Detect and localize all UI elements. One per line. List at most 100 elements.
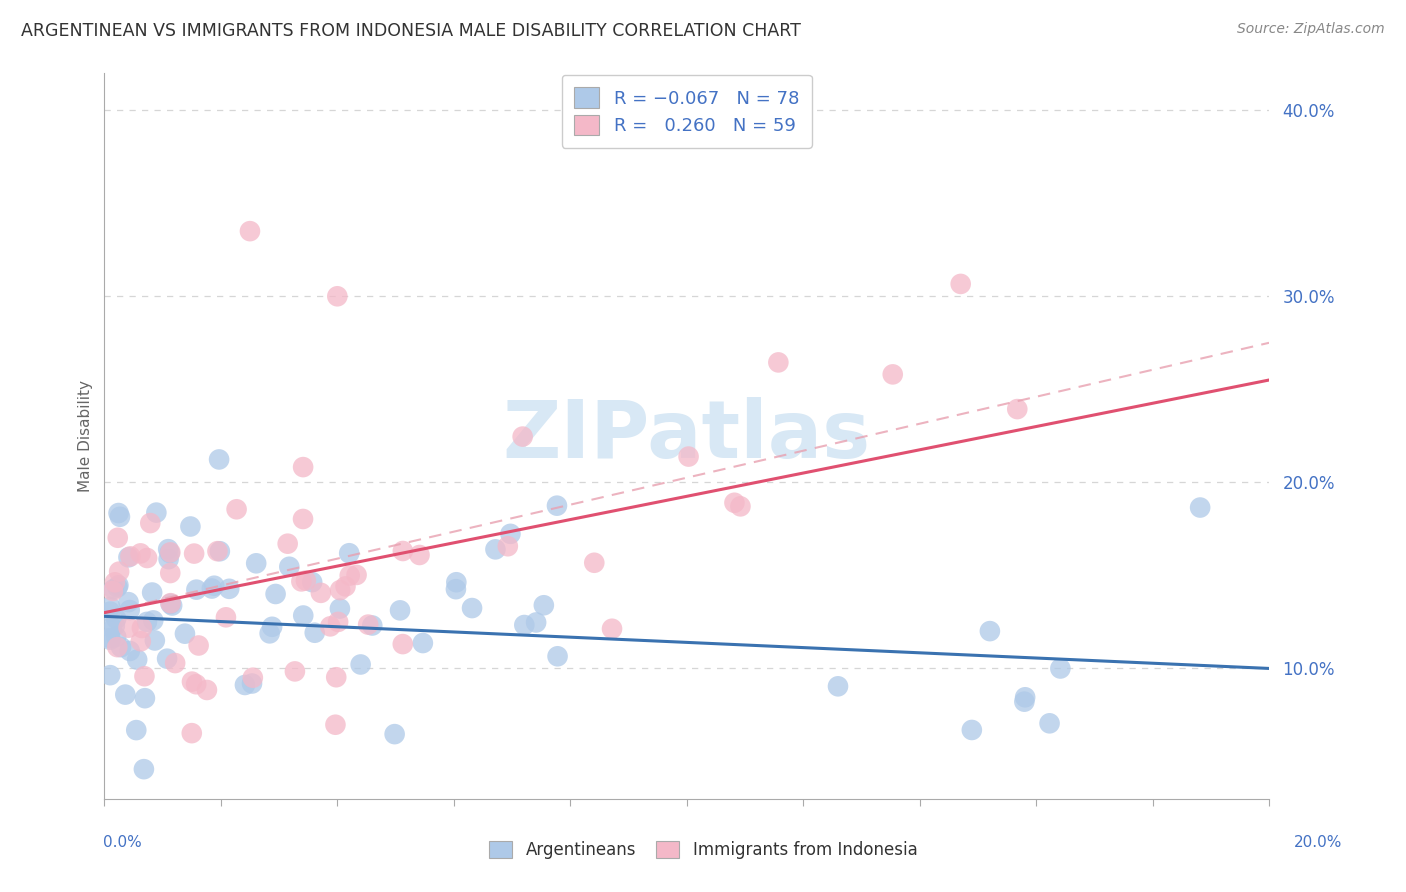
- Point: [159, 597, 181, 611]
- Point: [233, 678, 256, 692]
- Point: [444, 582, 467, 597]
- Point: [131, 621, 153, 635]
- Point: [105, 640, 128, 654]
- Point: [408, 548, 430, 562]
- Point: [157, 552, 180, 566]
- Point: [337, 546, 360, 560]
- Point: [304, 625, 326, 640]
- Point: [110, 640, 132, 655]
- Point: [309, 586, 332, 600]
- Point: [292, 460, 315, 475]
- Point: [319, 619, 342, 633]
- Point: [225, 502, 247, 516]
- Point: [1007, 402, 1029, 417]
- Point: [104, 575, 127, 590]
- Point: [145, 506, 167, 520]
- Point: [117, 621, 139, 635]
- Point: [114, 688, 136, 702]
- Point: [129, 634, 152, 648]
- Point: [329, 583, 352, 598]
- Point: [240, 676, 263, 690]
- Point: [117, 550, 139, 565]
- Point: [882, 368, 904, 382]
- Point: [1049, 661, 1071, 675]
- Legend: Argentineans, Immigrants from Indonesia: Argentineans, Immigrants from Indonesia: [482, 834, 924, 866]
- Point: [207, 544, 229, 558]
- Point: [127, 652, 149, 666]
- Point: [105, 612, 128, 626]
- Point: [239, 224, 262, 238]
- Point: [412, 636, 434, 650]
- Point: [295, 574, 318, 588]
- Point: [339, 568, 361, 582]
- Point: [132, 762, 155, 776]
- Point: [139, 516, 162, 530]
- Point: [141, 585, 163, 599]
- Point: [496, 539, 519, 553]
- Point: [98, 599, 121, 614]
- Point: [107, 580, 129, 594]
- Point: [159, 596, 181, 610]
- Point: [730, 500, 752, 514]
- Point: [301, 575, 323, 590]
- Point: [136, 615, 159, 629]
- Point: [979, 624, 1001, 639]
- Point: [186, 677, 208, 691]
- Point: [292, 608, 315, 623]
- Point: [134, 669, 156, 683]
- Point: [142, 614, 165, 628]
- Point: [547, 649, 569, 664]
- Point: [159, 546, 181, 560]
- Point: [513, 618, 536, 632]
- Point: [117, 595, 139, 609]
- Point: [98, 668, 121, 682]
- Point: [446, 575, 468, 590]
- Point: [215, 610, 238, 624]
- Point: [120, 549, 142, 564]
- Point: [326, 615, 349, 629]
- Point: [159, 566, 181, 580]
- Point: [208, 544, 231, 558]
- Point: [678, 450, 700, 464]
- Point: [118, 603, 141, 617]
- Point: [524, 615, 547, 630]
- Point: [335, 579, 357, 593]
- Point: [361, 618, 384, 632]
- Point: [108, 509, 131, 524]
- Point: [278, 559, 301, 574]
- Point: [533, 599, 555, 613]
- Point: [329, 601, 352, 615]
- Point: [179, 519, 201, 533]
- Point: [284, 665, 307, 679]
- Y-axis label: Male Disability: Male Disability: [79, 380, 93, 491]
- Point: [156, 651, 179, 665]
- Point: [218, 582, 240, 596]
- Point: [181, 674, 204, 689]
- Point: [245, 557, 267, 571]
- Text: ZIPatlas: ZIPatlas: [502, 397, 870, 475]
- Point: [350, 657, 373, 672]
- Point: [499, 527, 522, 541]
- Legend: R = −0.067   N = 78, R =   0.260   N = 59: R = −0.067 N = 78, R = 0.260 N = 59: [561, 75, 811, 148]
- Point: [107, 506, 129, 520]
- Point: [1014, 695, 1036, 709]
- Point: [129, 546, 152, 560]
- Point: [107, 531, 129, 545]
- Point: [195, 683, 218, 698]
- Point: [118, 644, 141, 658]
- Point: [346, 568, 368, 582]
- Text: ARGENTINEAN VS IMMIGRANTS FROM INDONESIA MALE DISABILITY CORRELATION CHART: ARGENTINEAN VS IMMIGRANTS FROM INDONESIA…: [21, 22, 801, 40]
- Point: [98, 631, 121, 645]
- Point: [583, 556, 606, 570]
- Text: Source: ZipAtlas.com: Source: ZipAtlas.com: [1237, 22, 1385, 37]
- Point: [180, 726, 202, 740]
- Point: [277, 537, 299, 551]
- Point: [105, 630, 128, 644]
- Point: [160, 599, 183, 613]
- Point: [1014, 690, 1036, 705]
- Point: [104, 618, 127, 632]
- Point: [384, 727, 406, 741]
- Point: [325, 670, 347, 684]
- Point: [100, 620, 122, 634]
- Point: [98, 605, 121, 619]
